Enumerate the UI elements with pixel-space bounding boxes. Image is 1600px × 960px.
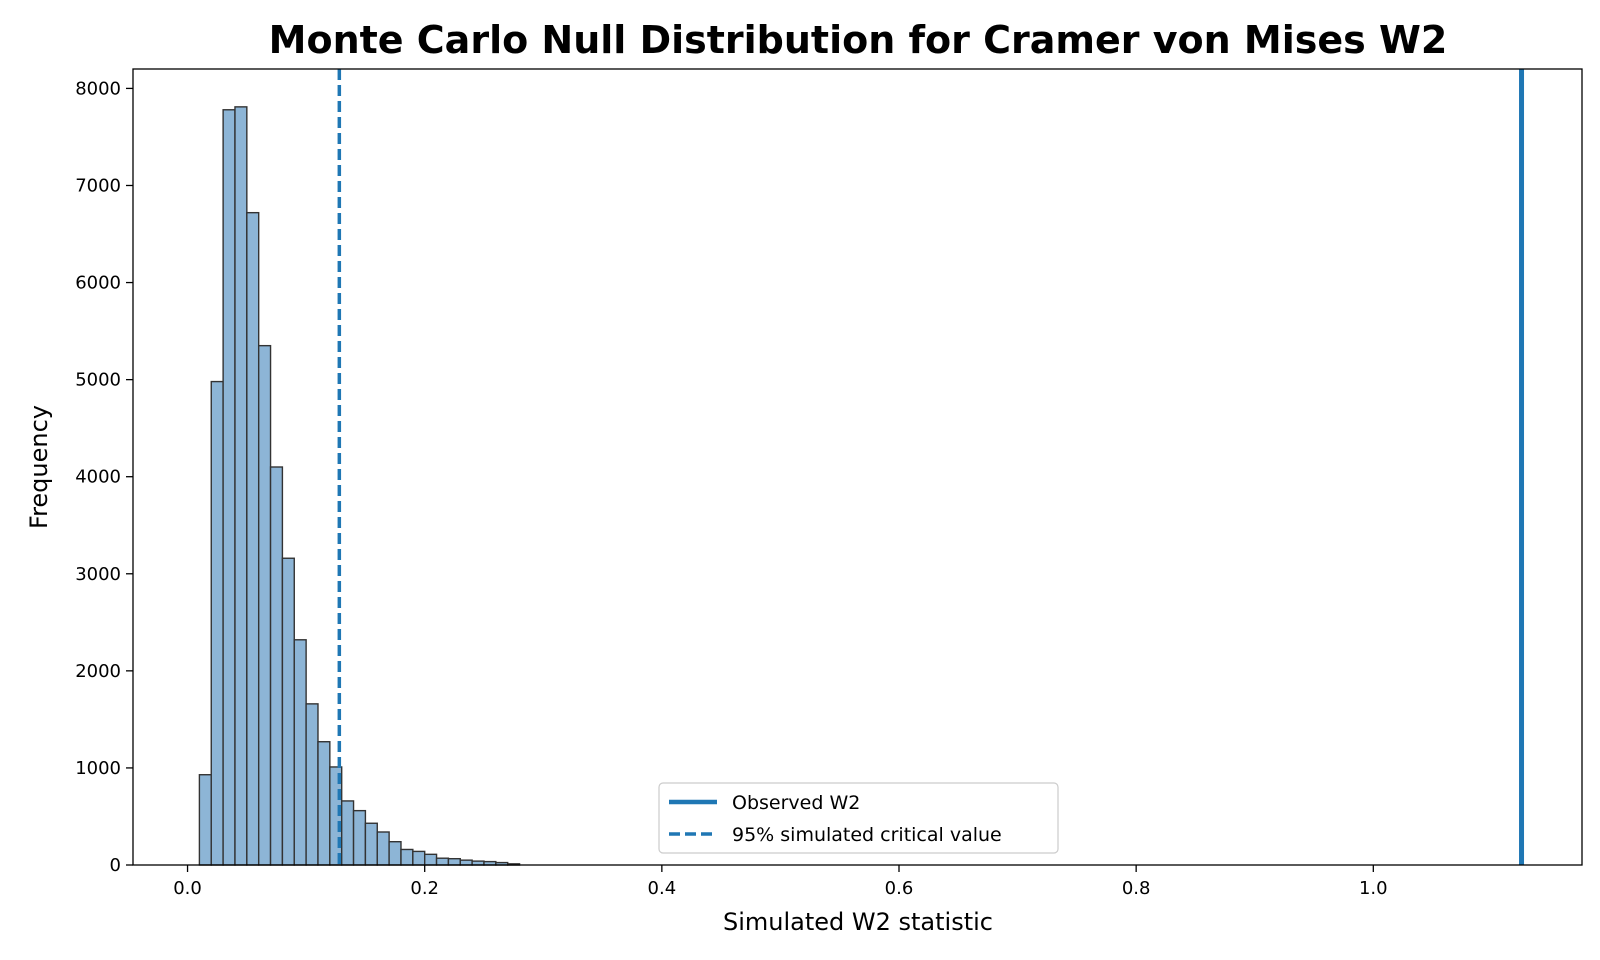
y-tick-label: 4000	[75, 467, 121, 488]
histogram-bar	[210, 380, 224, 866]
x-tick-label: 0.2	[410, 878, 439, 899]
y-tick-label: 1000	[75, 758, 121, 779]
y-tick-label: 0	[110, 855, 121, 876]
histogram-bar	[340, 800, 355, 866]
reference-lines	[337, 69, 1525, 865]
histogram-bar	[305, 703, 319, 866]
histogram-bar	[293, 639, 307, 866]
x-axis-ticks: 0.0 0.2 0.4 0.6 0.8 1.0	[173, 865, 1388, 899]
histogram-bar	[376, 831, 390, 866]
x-tick-label: 0.0	[173, 878, 202, 899]
legend-box	[658, 782, 1059, 854]
legend: Observed W2 95% simulated critical value	[658, 782, 1059, 854]
histogram-bar	[364, 822, 378, 866]
y-tick-label: 5000	[75, 370, 121, 391]
histogram-bar	[423, 853, 438, 866]
y-tick-label: 7000	[75, 175, 121, 196]
x-tick-label: 1.0	[1359, 878, 1388, 899]
legend-label-critical: 95% simulated critical value	[732, 824, 1002, 846]
y-tick-label: 8000	[75, 78, 121, 99]
histogram-bar	[388, 841, 402, 866]
x-tick-label: 0.8	[1122, 878, 1151, 899]
histogram-bar	[269, 466, 284, 866]
histogram-bar	[246, 211, 260, 866]
histogram-bar	[447, 857, 461, 866]
histogram-bar	[281, 557, 295, 866]
histogram-bar	[234, 106, 248, 866]
x-tick-label: 0.6	[885, 878, 914, 899]
chart-title: Monte Carlo Null Distribution for Cramer…	[269, 18, 1448, 62]
y-tick-label: 2000	[75, 661, 121, 682]
histogram-bar	[435, 857, 450, 866]
histogram-bar	[257, 344, 272, 866]
x-tick-label: 0.4	[648, 878, 677, 899]
legend-label-observed: Observed W2	[732, 792, 860, 814]
histogram-bars	[198, 106, 521, 866]
histogram-bar	[222, 109, 236, 866]
histogram-bar	[412, 850, 426, 866]
y-axis-ticks: 0 1000 2000 3000 4000 5000 6000 7000 8000	[75, 78, 133, 876]
histogram-bar	[317, 741, 331, 866]
x-axis-title: Simulated W2 statistic	[723, 908, 993, 936]
y-axis-title: Frequency	[25, 405, 53, 529]
y-tick-label: 6000	[75, 273, 121, 294]
histogram-bar	[459, 859, 473, 866]
histogram-bar	[198, 774, 212, 866]
histogram-bar	[352, 809, 367, 866]
histogram-bar	[400, 848, 414, 866]
y-tick-label: 3000	[75, 564, 121, 585]
plot-frame	[132, 68, 1583, 866]
